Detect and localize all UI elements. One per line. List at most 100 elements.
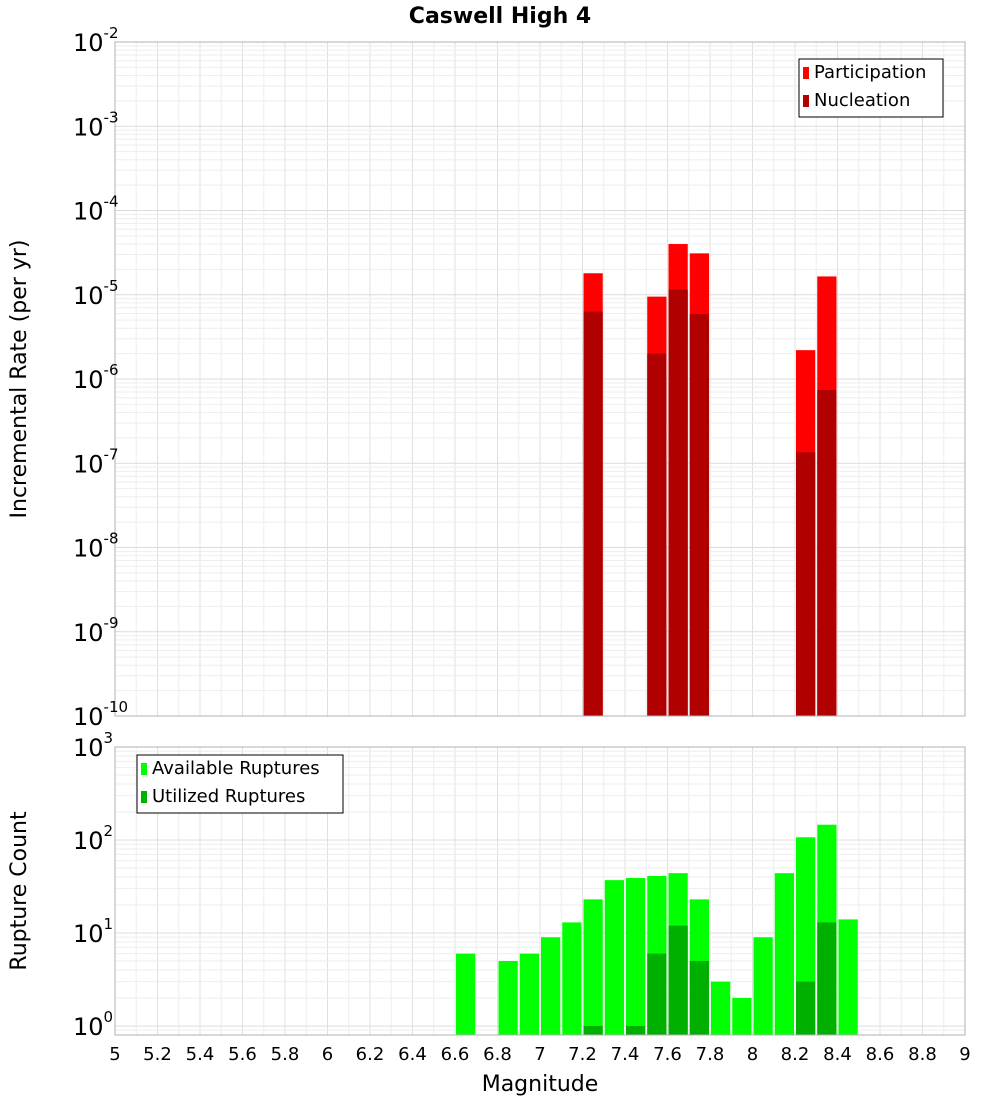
x-tick-label: 6.2 [356,1044,385,1065]
y-tick-label: 10-7 [73,445,119,478]
bar [647,953,667,1035]
legend: Available Ruptures Utilized Ruptures [136,754,344,814]
chart-title: Caswell High 4 [409,4,591,29]
rate-panel: 10-1010-910-810-710-610-510-410-310-2Inc… [7,24,966,731]
x-tick-label: 7.6 [653,1044,682,1065]
bar [838,919,858,1035]
y-tick-base: 10 [73,734,104,762]
legend-swatch [141,763,147,775]
bar [583,1025,603,1035]
plot-frame [114,41,966,717]
x-tick-label: 6.6 [441,1044,470,1065]
chart-panels: 10-1010-910-810-710-610-510-410-310-2Inc… [7,24,971,1097]
x-axis-title: Magnitude [482,1072,599,1097]
bar [498,960,518,1035]
y-tick-label: 10-4 [73,193,119,226]
x-tick-label: 7.2 [568,1044,597,1065]
grid [114,41,966,717]
x-tick-label: 5 [109,1044,120,1065]
y-tick-label: 100 [73,1008,113,1041]
plot-frame [114,746,966,1036]
y-tick-exponent: 3 [104,729,114,747]
y-tick-exponent: -7 [104,445,119,463]
bar [626,878,646,1035]
y-tick-base: 10 [73,366,104,394]
y-tick-exponent: -8 [104,530,119,548]
legend-box [798,58,944,118]
x-tick-label: 5.8 [271,1044,300,1065]
bar [583,311,603,716]
bar [562,922,582,1035]
series-utilized-ruptures [583,922,837,1035]
y-tick-base: 10 [73,619,104,647]
x-tick-label: 6.8 [483,1044,512,1065]
bar [753,937,773,1035]
bar [796,452,816,716]
y-tick-exponent: -4 [104,193,119,211]
x-axis-ticks: 5 5.2 5.4 5.6 5.8 6 6.2 6.4 6.6 6.8 7 7.2 7.4 7.6 7.8 8… [109,1044,970,1065]
x-tick-label: 7.4 [611,1044,640,1065]
bar [604,880,624,1035]
y-tick-base: 10 [73,535,104,563]
bar [817,390,837,716]
y-tick-base: 10 [73,113,104,141]
x-tick-label: 9 [959,1044,970,1065]
y-tick-exponent: -6 [104,361,119,379]
x-tick-label: 5.2 [143,1044,172,1065]
legend-label: Available Ruptures [152,758,320,779]
bar [626,1025,646,1035]
y-tick-exponent: -10 [104,698,129,716]
x-tick-label: 5.4 [186,1044,215,1065]
y-tick-base: 10 [73,1013,104,1041]
y-tick-label: 101 [73,915,113,948]
y-tick-exponent: -5 [104,277,119,295]
x-tick-label: 8.8 [908,1044,937,1065]
y-tick-label: 103 [73,729,113,762]
x-tick-label: 6.4 [398,1044,427,1065]
x-tick-label: 8.4 [823,1044,852,1065]
y-tick-exponent: -3 [104,108,119,126]
y-axis-title: Incremental Rate (per yr) [7,240,32,519]
legend-swatch [141,791,147,803]
x-tick-label: 7.8 [696,1044,725,1065]
x-tick-label: 5.6 [228,1044,257,1065]
bar [689,314,709,716]
y-tick-exponent: 1 [104,915,114,933]
y-tick-exponent: -9 [104,614,119,632]
legend-swatch [803,95,809,107]
series-nucleation [583,289,837,716]
y-tick-base: 10 [73,198,104,226]
y-tick-label: 10-2 [73,24,119,57]
legend-box [136,754,344,814]
y-tick-exponent: 0 [104,1008,114,1026]
y-tick-base: 10 [73,920,104,948]
x-tick-label: 6 [322,1044,333,1065]
y-tick-base: 10 [73,827,104,855]
y-tick-base: 10 [73,450,104,478]
bar [689,960,709,1035]
bar [456,953,476,1035]
y-tick-base: 10 [73,29,104,57]
y-tick-label: 10-3 [73,108,119,141]
bar [668,289,688,716]
bar [774,873,794,1035]
bar [583,899,603,1035]
legend-label: Participation [814,62,926,83]
bar [668,925,688,1035]
y-tick-exponent: 2 [104,822,114,840]
y-tick-base: 10 [73,703,104,731]
legend-swatch [803,67,809,79]
x-tick-label: 8.6 [866,1044,895,1065]
bar [711,981,731,1035]
legend-label: Nucleation [814,90,910,111]
x-tick-label: 8 [747,1044,758,1065]
y-tick-label: 10-9 [73,614,119,647]
bar [817,922,837,1035]
y-axis-title: Rupture Count [7,811,32,971]
y-tick-label: 10-5 [73,277,119,310]
y-tick-exponent: -2 [104,24,119,42]
